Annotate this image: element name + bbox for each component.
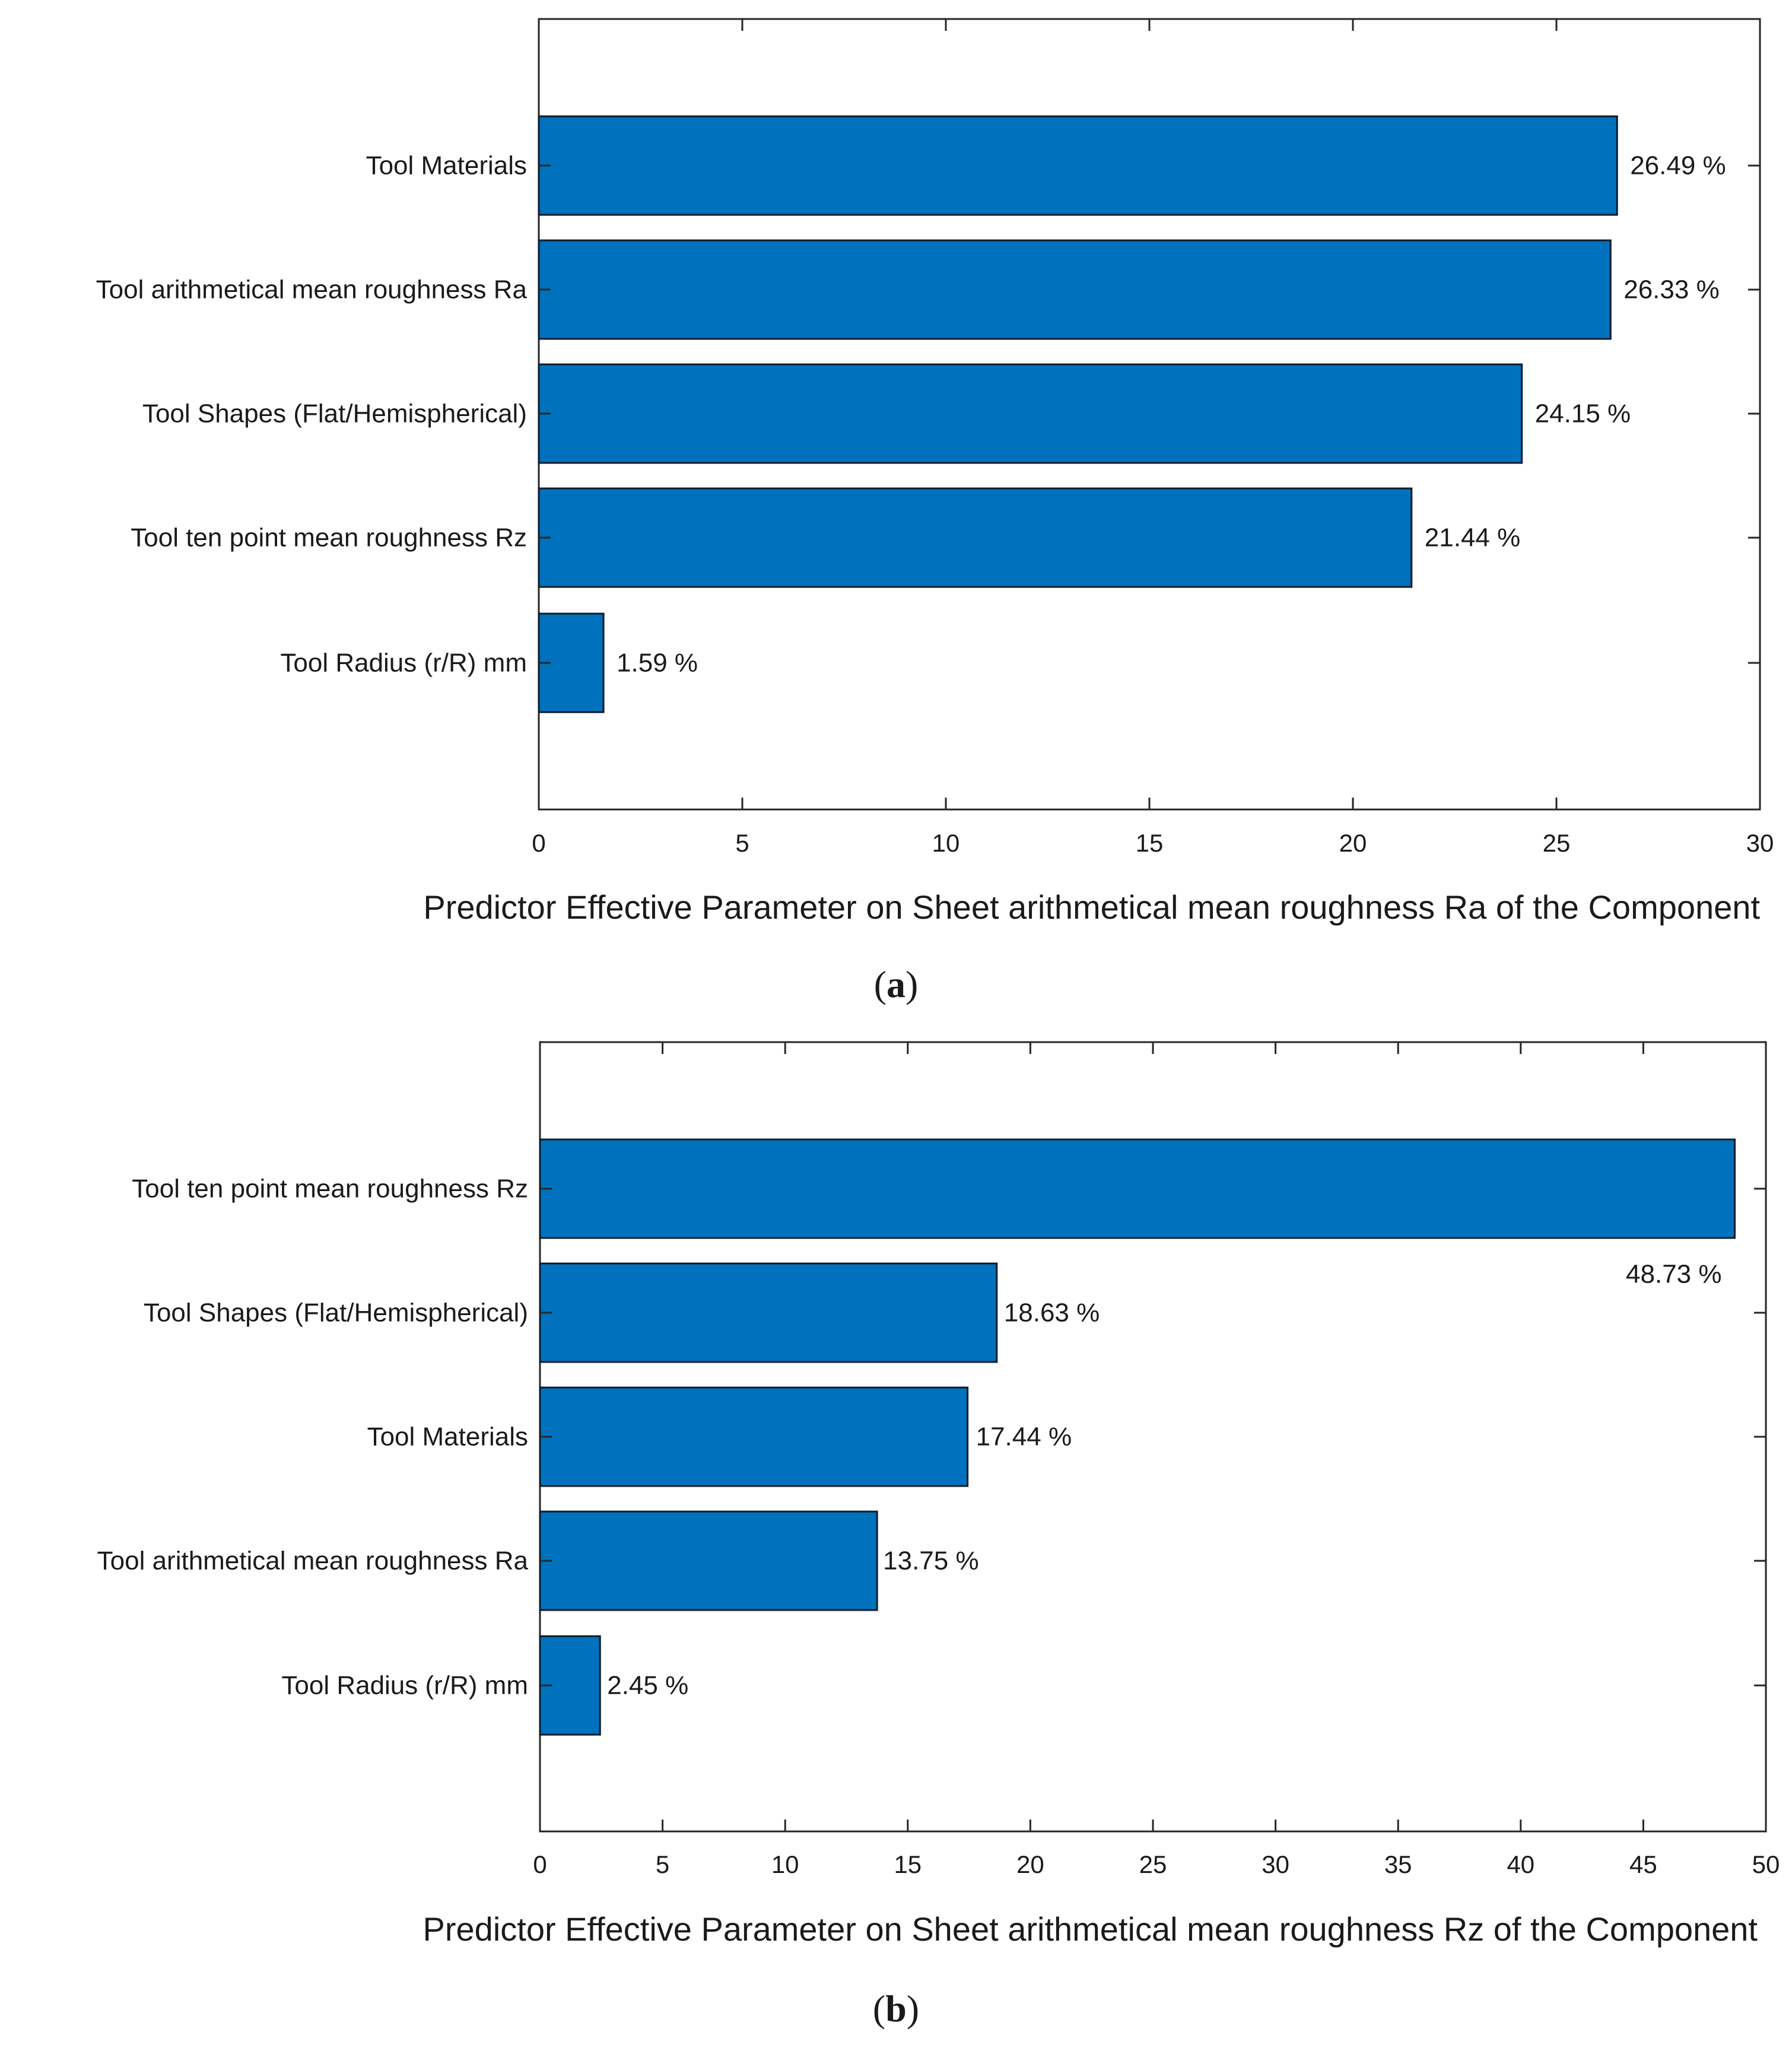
panel-paren: ( — [873, 1987, 885, 2030]
data-label: 18.63 % — [1004, 1298, 1100, 1328]
bar — [539, 1510, 878, 1611]
data-label: 2.45 % — [607, 1671, 688, 1700]
panel-letter: b — [885, 1987, 907, 2030]
chart-b: 0 5 10 15 20 25 30 35 40 45 50 Tool ten point mean … — [97, 1041, 1780, 2030]
x-tick-label: 5 — [735, 829, 749, 857]
bar — [539, 1138, 1736, 1239]
bar — [539, 1262, 998, 1363]
data-label: 1.59 % — [617, 649, 698, 678]
bar — [538, 239, 1612, 340]
x-tick-label: 30 — [1746, 829, 1774, 857]
bar — [538, 363, 1523, 464]
x-tick-label: 15 — [1136, 829, 1164, 857]
category-label: Tool arithmetical mean roughness Ra — [97, 1547, 529, 1576]
category-label: Tool Radius (r/R) mm — [281, 1671, 528, 1700]
data-label: 17.44 % — [976, 1423, 1072, 1452]
x-tick-label: 0 — [533, 1850, 547, 1878]
x-tick-label: 35 — [1384, 1850, 1412, 1878]
panel-label: (a) — [874, 963, 919, 1005]
x-tick-label: 20 — [1016, 1850, 1044, 1878]
category-label: Tool Materials — [367, 1423, 528, 1452]
x-tick-label: 45 — [1629, 1850, 1657, 1878]
category-label: Tool arithmetical mean roughness Ra — [96, 275, 528, 304]
category-label: Tool ten point mean roughness Rz — [131, 523, 527, 553]
panel-paren: ( — [874, 963, 887, 1005]
x-tick-label: 0 — [532, 829, 545, 857]
category-label: Tool Shapes (Flat/Hemispherical) — [142, 399, 527, 428]
bar — [539, 1386, 969, 1487]
bar — [538, 115, 1618, 216]
x-tick-label: 10 — [932, 829, 960, 857]
category-label: Tool Radius (r/R) mm — [280, 649, 527, 678]
data-label: 13.75 % — [883, 1547, 978, 1576]
data-label: 26.49 % — [1630, 151, 1726, 180]
chart-a: 0 5 10 15 20 25 30 Tool Materials 26.49 % Tool ar… — [96, 18, 1774, 1005]
panel-paren: ) — [905, 963, 918, 1005]
x-axis-label: Predictor Effective Parameter on Sheet a… — [423, 888, 1760, 926]
panel-paren: ) — [907, 1987, 919, 2030]
x-tick-label: 5 — [656, 1850, 669, 1878]
x-tick-label: 20 — [1339, 829, 1367, 857]
panel-label: (b) — [873, 1987, 919, 2030]
bar — [538, 487, 1413, 588]
x-tick-label: 25 — [1543, 829, 1571, 857]
x-tick-label: 10 — [771, 1850, 799, 1878]
data-label: 48.73 % — [1626, 1260, 1721, 1289]
data-label: 24.15 % — [1535, 399, 1631, 428]
x-tick-label: 15 — [894, 1850, 922, 1878]
x-tick-label: 40 — [1507, 1850, 1534, 1878]
data-label: 26.33 % — [1623, 275, 1719, 304]
x-axis-label: Predictor Effective Parameter on Sheet a… — [423, 1910, 1758, 1948]
x-tick-label: 50 — [1752, 1850, 1780, 1878]
data-label: 21.44 % — [1425, 523, 1520, 553]
category-label: Tool Shapes (Flat/Hemispherical) — [144, 1298, 528, 1328]
category-label: Tool Materials — [366, 151, 527, 180]
x-tick-label: 25 — [1139, 1850, 1167, 1878]
x-tick-label: 30 — [1262, 1850, 1289, 1878]
category-label: Tool ten point mean roughness Rz — [132, 1174, 528, 1204]
panel-letter: a — [887, 963, 905, 1005]
